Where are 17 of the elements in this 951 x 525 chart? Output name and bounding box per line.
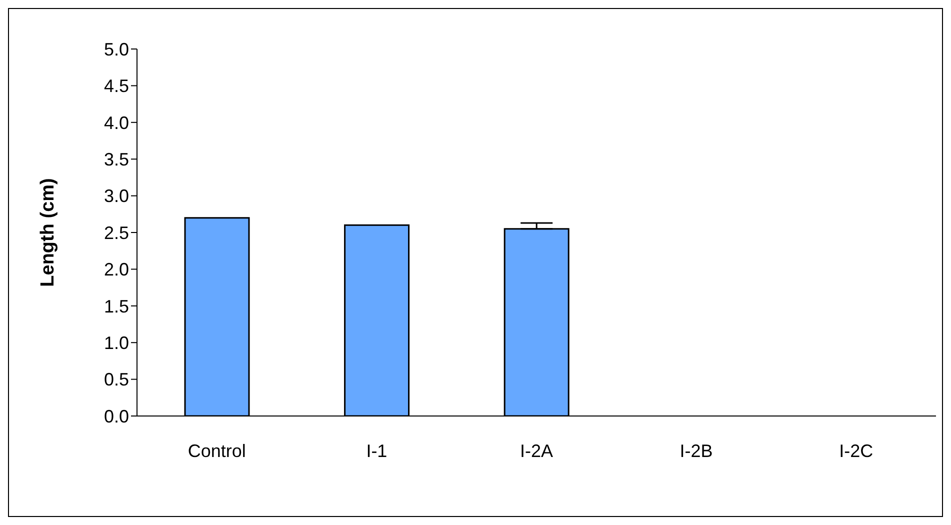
y-tick-label: 5.0 (104, 39, 129, 60)
y-tick-label: 4.0 (104, 112, 129, 133)
y-tick-label: 3.5 (104, 149, 129, 170)
y-tick-label: 2.5 (104, 222, 129, 243)
y-tick-label: 0.0 (104, 406, 129, 426)
y-tick-label: 4.5 (104, 76, 129, 96)
x-tick-label: I-2A (520, 440, 554, 461)
y-axis-title: Length (cm) (38, 178, 59, 287)
x-tick-label: I-2B (680, 440, 713, 461)
x-tick-label: I-1 (366, 440, 388, 461)
y-tick-label: 1.0 (104, 332, 129, 353)
y-tick-label: 0.5 (104, 370, 129, 390)
x-tick-label: Control (188, 440, 246, 461)
y-tick-label: 1.5 (104, 296, 129, 316)
x-tick-label: I-2C (839, 440, 874, 461)
y-tick-label: 3.0 (104, 186, 129, 206)
y-tick-label: 2.0 (104, 260, 129, 280)
